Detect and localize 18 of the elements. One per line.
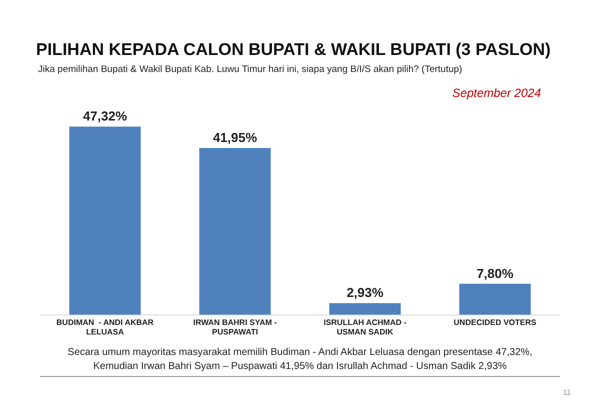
data-label: 41,95% [212,130,258,146]
x-tick-label: ISRULLAH ACHMAD - USMAN SADIK [324,318,407,336]
text: September 2024 [452,86,541,100]
text: Secara umum mayoritas masyarakat memilih Budiman - Andi Akbar Leluasa dengan presentase 47,32%, [66,346,534,360]
bar [69,126,141,315]
text: Kemudian Irwan Bahri Syam – Puspawati 41,95% dan Isrullah Achmad - Usman Sadik 2,93% [92,360,508,374]
x-tick-label: IRWAN BAHRI SYAM - PUSPAWATI [193,318,278,336]
bar [329,303,401,315]
data-label: 2,93% [346,285,384,300]
x-tick-label: BUDIMAN - ANDI AKBAR LELUASA [56,318,154,336]
bar [199,148,271,315]
chart-title: PILIHAN KEPADA CALON BUPATI & WAKIL BUPATI (3 PASLON) [36,40,551,60]
x-tick-label: UNDECIDED VOTERS [454,318,537,327]
text: 11 [562,388,571,397]
bar [459,284,531,315]
data-label: 7,80% [476,266,514,281]
data-label: 47,32% [82,108,128,124]
chart-subtitle: Jika pemilihan Bupati & Wakil Bupati Kab. Luwu Timur hari ini, siapa yang B/I/S akan pilih? (Tertutup) [38,64,462,75]
